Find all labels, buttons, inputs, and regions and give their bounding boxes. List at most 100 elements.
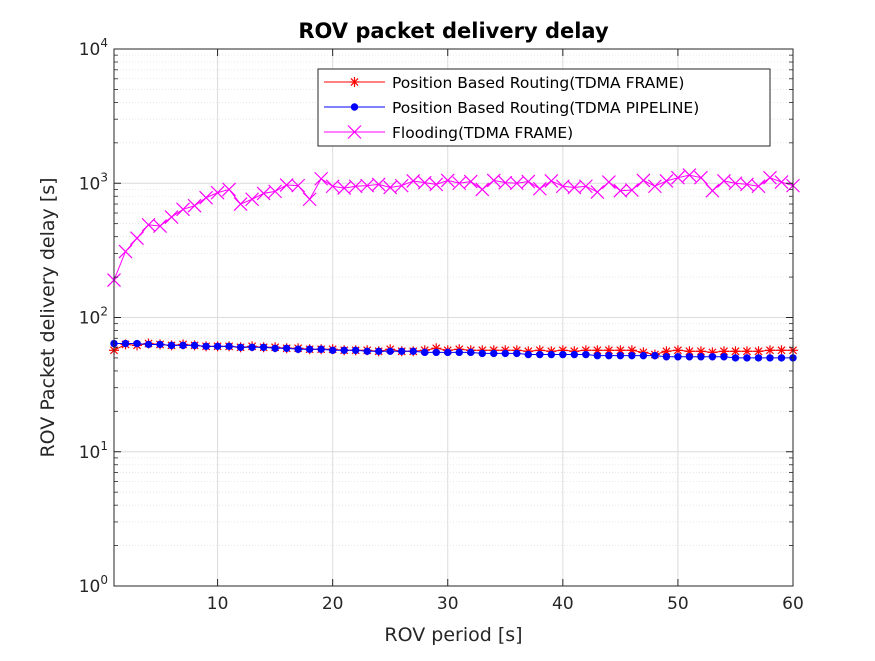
data-point-marker [696,347,705,356]
data-point-marker [363,347,371,356]
data-point [118,244,133,259]
data-point-marker [256,186,271,201]
data-point-marker [708,353,717,361]
data-point [440,173,455,188]
legend-label: Position Based Routing(TDMA PIPELINE) [392,99,699,117]
data-point [593,351,602,360]
data-point [421,348,429,357]
data-point [463,174,478,189]
data-point [225,342,233,351]
data-point [740,177,754,192]
legend-label: Flooding(TDMA FRAME) [392,124,573,142]
legend-marker [350,77,359,87]
data-point-marker [570,350,579,359]
data-point [394,178,409,193]
data-point-marker [673,346,682,355]
data-point-marker [777,346,786,355]
data-point [271,344,279,352]
data-point-marker [651,351,659,360]
data-point [256,186,271,201]
data-point-marker [279,178,294,192]
legend-marker [347,125,362,139]
data-point [179,341,187,350]
data-point [509,176,524,191]
data-point-marker [636,173,651,188]
data-point [501,349,509,358]
data-point [605,351,613,360]
data-point-marker [141,217,156,232]
data-point-marker [133,339,141,348]
data-point [764,345,775,356]
legend-entry-2: Position Based Routing(TDMA PIPELINE) [324,99,699,117]
data-point [279,178,294,192]
data-point-marker [294,345,302,353]
data-point [268,184,283,199]
data-point-marker [685,347,694,356]
data-point-marker [360,178,375,193]
data-point-marker [751,179,766,194]
data-point [121,339,130,348]
data-point-marker [509,176,524,191]
data-point-marker [613,183,628,198]
data-point [348,179,363,194]
data-point [133,339,141,348]
y-tick-label: 102 [79,305,108,329]
data-point-marker [754,347,763,356]
data-point [728,176,743,191]
data-point [202,342,210,351]
data-point [753,346,764,357]
data-point [213,342,222,351]
x-axis-label: ROV period [s] [384,624,522,646]
x-tick-label: 10 [207,594,229,614]
data-point [754,354,763,362]
data-point-marker [245,192,260,207]
data-point-marker [130,231,144,246]
data-point [210,185,225,200]
data-point-marker [524,350,533,359]
data-point [741,346,752,357]
data-point [371,177,386,192]
data-point-marker [383,180,398,195]
x-tick-label: 20 [322,594,344,614]
data-point [417,175,432,190]
data-point [351,346,360,354]
data-point [547,350,556,359]
data-point [467,348,475,357]
data-point [616,351,625,360]
data-point [670,170,685,185]
data-point-marker [590,185,605,199]
data-point-marker [582,350,590,359]
data-point-marker [225,342,233,351]
data-point-marker [647,179,662,194]
legend: Position Based Routing(TDMA FRAME) Positi… [317,68,771,147]
data-point [766,354,774,362]
data-point [455,348,463,357]
data-point [406,174,421,188]
data-point [432,348,440,357]
data-point [647,179,662,194]
data-point [524,350,533,359]
data-point-marker [670,170,685,185]
data-point-marker [720,353,728,361]
data-point-marker [282,344,291,352]
data-point [374,347,383,356]
data-point [490,349,498,358]
data-point-marker [213,342,222,351]
data-point-marker [406,174,421,188]
data-point-marker [398,347,406,356]
data-point-marker [417,175,432,190]
legend-label: Position Based Routing(TDMA FRAME) [392,74,684,92]
data-point-marker [386,347,394,356]
data-point [187,198,202,213]
data-point [521,174,536,189]
data-point-marker [719,347,728,356]
x-tick-label: 50 [667,594,689,614]
data-point [636,173,651,188]
series-3 [107,168,800,288]
data-point [674,353,682,361]
data-point [532,181,547,196]
data-point-marker [578,179,593,194]
data-point [751,179,766,194]
data-point-marker [268,184,283,199]
data-point [486,173,501,188]
